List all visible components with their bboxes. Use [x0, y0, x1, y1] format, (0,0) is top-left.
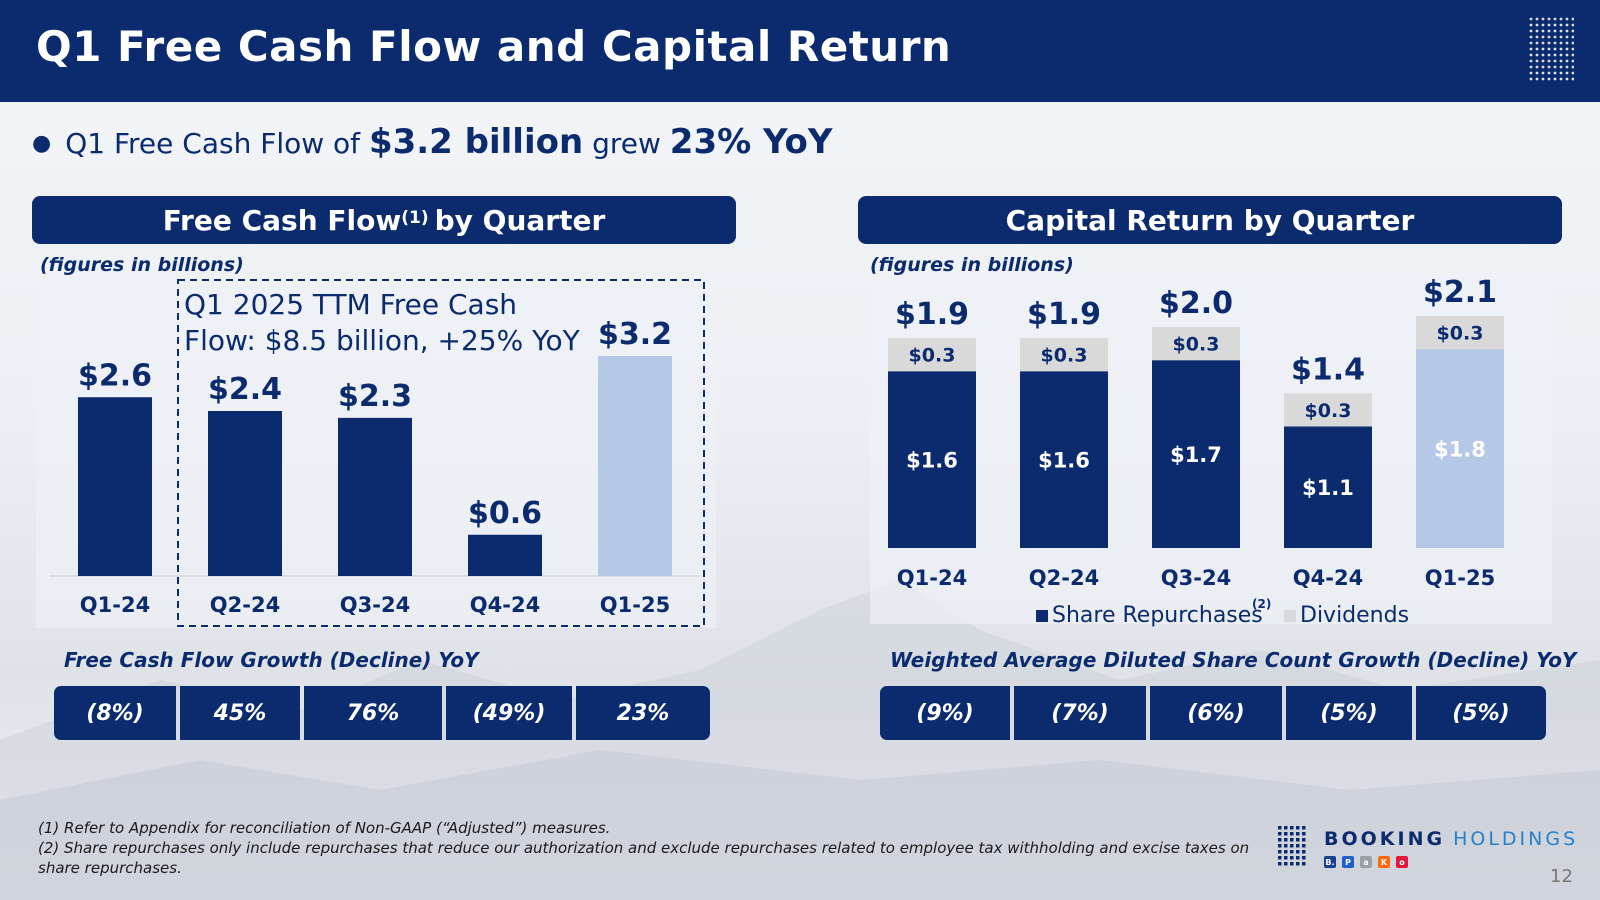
dividend-value-label: $0.3: [1437, 323, 1484, 345]
fcf-growth-label: Free Cash Flow Growth (Decline) YoY: [64, 648, 479, 672]
capital-return-stacked-bar-chart: $1.6 $0.3 $1.9 Q1-24 $1.6 $0.3 $1.9 Q2-24 $1.7 $0…: [870, 275, 1552, 628]
capital-return-category-label: Q2-24: [1029, 566, 1099, 590]
fcf-bar: [338, 417, 412, 576]
fcf-heading-text: Free Cash Flow: [162, 203, 402, 237]
headline-text-1: Q1 Free Cash Flow of: [65, 127, 361, 160]
dividend-bar-segment: [1020, 338, 1108, 372]
footnotes: (1) Refer to Appendix for reconciliation…: [38, 818, 1253, 878]
title-bar: Q1 Free Cash Flow and Capital Return: [0, 0, 1600, 102]
fcf-growth-cell: (49%): [446, 686, 572, 740]
capital-return-category-label: Q1-25: [1425, 566, 1495, 590]
repurchase-bar-segment: [1284, 426, 1372, 548]
fcf-bar: [78, 397, 152, 576]
repurchase-bar-segment: [1416, 349, 1504, 548]
dividend-bar-segment: [1284, 393, 1372, 427]
legend-repurchases-swatch: [1036, 610, 1048, 622]
fcf-category-label: Q1-24: [80, 593, 150, 617]
fcf-bar: [468, 534, 542, 576]
fcf-bar-chart: $2.6 Q1-24 $2.4 Q2-24 $2.3 Q3-24 $0.6 Q4-24 $3.2…: [36, 279, 716, 628]
dividend-bar-segment: [1152, 327, 1240, 361]
brand-mark-icon: K: [1378, 856, 1390, 868]
legend-dividends-swatch: [1284, 610, 1296, 622]
ttm-callout-line-1: Q1 2025 TTM Free Cash: [184, 288, 517, 321]
fcf-units-label: (figures in billions): [40, 254, 244, 276]
fcf-value-label: $2.4: [208, 372, 282, 407]
share-count-growth-cell: (6%): [1150, 686, 1282, 740]
ttm-callout-box: [177, 279, 705, 627]
fcf-heading-suffix: by Quarter: [434, 203, 606, 237]
fcf-heading-footnote: (1): [401, 208, 429, 228]
capital-return-panel-heading: Capital Return by Quarter: [858, 196, 1562, 244]
legend-repurchases-label: Share Repurchases: [1052, 603, 1263, 628]
bullet-icon: ●: [32, 131, 52, 156]
ttm-callout-line-2: Flow: $8.5 billion, +25% YoY: [184, 324, 581, 357]
fcf-bar: [598, 356, 672, 576]
dividend-value-label: $0.3: [1041, 345, 1088, 367]
fcf-value-label: $0.6: [468, 496, 542, 531]
fcf-bar: [208, 411, 282, 576]
logo-word-booking: BOOKING: [1324, 828, 1446, 850]
fcf-value-label: $2.3: [338, 379, 412, 414]
fcf-category-label: Q2-24: [210, 593, 280, 617]
repurchase-value-label: $1.7: [1170, 443, 1222, 467]
brand-mark-icon: o: [1396, 856, 1408, 868]
dividend-bar-segment: [888, 338, 976, 372]
total-value-label: $1.9: [895, 297, 969, 332]
repurchase-value-label: $1.6: [1038, 449, 1090, 473]
legend-dividends-label: Dividends: [1300, 603, 1409, 628]
legend-footnote-marker: (2): [1252, 597, 1271, 611]
fcf-growth-cell: 23%: [576, 686, 710, 740]
fcf-panel-heading: Free Cash Flow (1) by Quarter: [32, 196, 736, 244]
headline-text-2: grew: [592, 127, 661, 160]
share-count-growth-cell: (7%): [1014, 686, 1146, 740]
share-count-growth-cell: (9%): [880, 686, 1010, 740]
capital-return-category-label: Q3-24: [1161, 566, 1231, 590]
repurchase-value-label: $1.6: [906, 449, 958, 473]
total-value-label: $2.1: [1423, 275, 1497, 310]
fcf-value-label: $2.6: [78, 358, 152, 393]
fcf-growth-cell: 76%: [304, 686, 442, 740]
repurchase-bar-segment: [1020, 371, 1108, 548]
dividend-value-label: $0.3: [1305, 400, 1352, 422]
repurchase-value-label: $1.1: [1302, 476, 1354, 500]
fcf-value-label: $3.2: [598, 317, 672, 352]
capital-return-category-label: Q4-24: [1293, 566, 1363, 590]
share-count-growth-cell: (5%): [1416, 686, 1546, 740]
capital-return-category-label: Q1-24: [897, 566, 967, 590]
share-count-growth-label: Weighted Average Diluted Share Count Gro…: [890, 648, 1577, 672]
footnote-1: (1) Refer to Appendix for reconciliation…: [38, 819, 611, 837]
repurchase-bar-segment: [888, 371, 976, 548]
brand-mark-icon: B.: [1324, 856, 1336, 868]
fcf-growth-cell: (8%): [54, 686, 176, 740]
headline: ● Q1 Free Cash Flow of $3.2 billion grew …: [32, 122, 833, 162]
dividend-bar-segment: [1416, 316, 1504, 350]
fcf-category-label: Q4-24: [470, 593, 540, 617]
fcf-growth-row: (8%) 45% 76% (49%) 23%: [54, 686, 710, 740]
brand-mark-icon: P: [1342, 856, 1354, 868]
total-value-label: $2.0: [1159, 286, 1233, 321]
headline-fcf-value: $3.2 billion: [368, 122, 584, 162]
headline-growth: 23% YoY: [669, 122, 833, 162]
page-title: Q1 Free Cash Flow and Capital Return: [36, 22, 952, 71]
company-logo-text: BOOKING HOLDINGS: [1324, 828, 1578, 850]
dividend-value-label: $0.3: [909, 345, 956, 367]
logo-word-holdings: HOLDINGS: [1453, 828, 1579, 850]
total-value-label: $1.4: [1291, 352, 1365, 387]
fcf-category-label: Q3-24: [340, 593, 410, 617]
footnote-2: (2) Share repurchases only include repur…: [38, 839, 1250, 877]
dividend-value-label: $0.3: [1173, 334, 1220, 356]
total-value-label: $1.9: [1027, 297, 1101, 332]
capital-return-units-label: (figures in billions): [870, 254, 1074, 276]
repurchase-value-label: $1.8: [1434, 438, 1486, 462]
share-count-growth-row: (9%) (7%) (6%) (5%) (5%): [880, 686, 1546, 740]
booking-holdings-logo-icon: [1278, 826, 1306, 866]
share-count-growth-cell: (5%): [1286, 686, 1412, 740]
fcf-growth-cell: 45%: [180, 686, 300, 740]
decorative-dot-grid-icon: [1529, 17, 1574, 81]
page-number: 12: [1550, 866, 1573, 887]
repurchase-bar-segment: [1152, 360, 1240, 548]
fcf-category-label: Q1-25: [600, 593, 670, 617]
brand-mark-icon: a: [1360, 856, 1372, 868]
